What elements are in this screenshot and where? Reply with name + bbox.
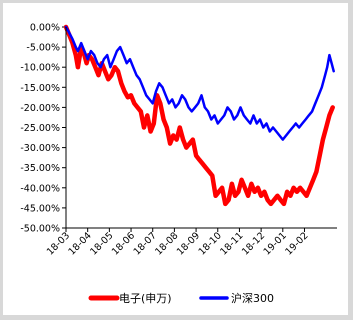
- chart-panel: 0.00% -5.00% -10.00% -15.00% -20.00% -25.00% -…: [3, 3, 348, 315]
- y-tick-label: -30.00%: [20, 143, 60, 154]
- series-line-electronics: [66, 27, 333, 204]
- y-tick-label: -20.00%: [20, 103, 60, 114]
- x-tick-label: 18-11: [218, 230, 245, 257]
- y-tick-label: -40.00%: [20, 183, 60, 194]
- series-line-csi300: [66, 27, 334, 140]
- y-tick-label: 0.00%: [30, 23, 60, 34]
- x-tick-label: 19-01: [262, 230, 289, 257]
- x-tick-label: 18-08: [153, 230, 180, 257]
- y-tick-label: -50.00%: [20, 224, 60, 235]
- x-axis-ticks: 18-0318-0418-0518-0618-0718-0818-0918-10…: [45, 228, 311, 258]
- x-tick-label: 18-09: [175, 230, 202, 257]
- x-tick-label: 18-07: [132, 230, 159, 257]
- legend-label-csi300: 沪深300: [231, 291, 274, 305]
- line-chart: 0.00% -5.00% -10.00% -15.00% -20.00% -25.00% -…: [3, 3, 348, 315]
- y-tick-label: -45.00%: [20, 203, 60, 214]
- y-tick-label: -10.00%: [20, 63, 60, 74]
- plot-series: [66, 27, 334, 204]
- x-tick-label: 18-04: [67, 230, 94, 257]
- x-tick-label: 19-02: [283, 230, 310, 257]
- x-tick-label: 18-05: [88, 230, 115, 257]
- y-axis-ticks: 0.00% -5.00% -10.00% -15.00% -20.00% -25.00% -…: [20, 23, 66, 235]
- y-tick-label: -35.00%: [20, 163, 60, 174]
- x-tick-label: 18-12: [240, 230, 267, 257]
- y-tick-label: -15.00%: [20, 83, 60, 94]
- y-tick-label: -5.00%: [26, 43, 60, 54]
- x-tick-label: 18-10: [197, 230, 224, 257]
- legend: 电子(申万) 沪深300: [91, 291, 274, 305]
- x-tick-label: 18-06: [110, 230, 137, 257]
- legend-label-electronics: 电子(申万): [119, 292, 172, 305]
- y-tick-label: -25.00%: [20, 123, 60, 134]
